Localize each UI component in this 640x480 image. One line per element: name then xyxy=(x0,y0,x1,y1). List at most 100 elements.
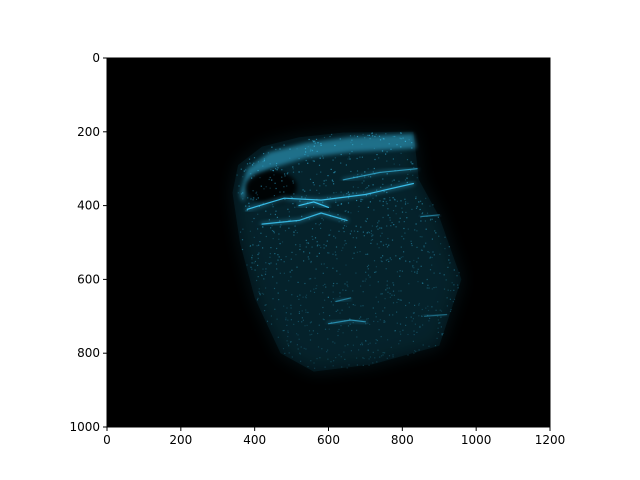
speckle-275 xyxy=(279,220,281,222)
speckle-698 xyxy=(376,339,378,342)
speckle-181 xyxy=(290,319,292,321)
speckle-643 xyxy=(450,309,452,311)
speckle-645 xyxy=(288,215,290,217)
speckle-418 xyxy=(264,310,266,312)
speckle-164 xyxy=(284,198,286,200)
speckle-697 xyxy=(376,154,378,156)
speckle-262 xyxy=(416,230,418,232)
speckle-592 xyxy=(405,304,407,307)
speckle-937 xyxy=(252,244,254,246)
speckle-266 xyxy=(254,260,256,263)
speckle-918 xyxy=(367,349,369,352)
speckle-635 xyxy=(411,142,413,144)
speckle-924 xyxy=(367,168,369,170)
speckle-773 xyxy=(360,285,362,287)
speckle-858 xyxy=(458,272,460,274)
speckle-273 xyxy=(326,351,328,353)
speckle-205 xyxy=(238,185,240,187)
speckle-388 xyxy=(403,221,405,223)
speckle-845 xyxy=(335,357,337,359)
speckle-1069 xyxy=(309,178,312,180)
speckle-675 xyxy=(344,358,346,360)
speckle-440 xyxy=(321,348,323,350)
speckle-94 xyxy=(414,304,416,306)
x-tick-label-1000: 1000 xyxy=(461,433,492,447)
bright-streak-glow-7 xyxy=(423,313,449,318)
speckle-16 xyxy=(324,299,326,301)
speckle-739 xyxy=(364,175,366,177)
speckle-550 xyxy=(413,330,415,332)
speckle-538 xyxy=(283,272,285,274)
speckle-713 xyxy=(360,316,362,318)
speckle-1031 xyxy=(326,240,328,242)
speckle-691 xyxy=(414,271,416,273)
speckle-385 xyxy=(392,290,395,292)
speckle-454 xyxy=(256,194,258,196)
speckle-658 xyxy=(359,251,361,253)
speckle-244 xyxy=(416,270,418,272)
speckle-935 xyxy=(386,203,388,205)
speckle-90 xyxy=(396,200,398,202)
speckle-365 xyxy=(276,169,278,171)
speckle-226 xyxy=(363,235,365,237)
speckle-768 xyxy=(422,212,424,214)
speckle-438 xyxy=(314,142,316,144)
speckle-363 xyxy=(407,354,409,356)
speckle-560 xyxy=(375,316,377,318)
speckle-255 xyxy=(367,349,369,351)
speckle-731 xyxy=(391,239,394,241)
speckle-753 xyxy=(330,361,332,363)
speckle-342 xyxy=(290,304,292,306)
speckle-117 xyxy=(416,177,418,179)
speckle-319 xyxy=(272,238,274,240)
speckle-533 xyxy=(400,246,402,248)
speckle-175 xyxy=(453,284,455,286)
speckle-832 xyxy=(307,311,309,314)
speckle-210 xyxy=(367,343,369,345)
speckle-1079 xyxy=(384,198,386,200)
speckle-260 xyxy=(306,242,308,244)
speckle-803 xyxy=(288,227,290,229)
speckle-735 xyxy=(387,214,389,216)
speckle-14 xyxy=(303,260,305,262)
speckle-449 xyxy=(299,200,301,202)
speckle-607 xyxy=(312,160,314,162)
speckle-750 xyxy=(376,361,378,363)
speckle-153 xyxy=(305,206,307,208)
speckle-199 xyxy=(388,314,391,316)
speckle-245 xyxy=(301,171,303,173)
speckle-710 xyxy=(380,241,382,243)
x-tick-label-400: 400 xyxy=(243,433,266,447)
speckle-327 xyxy=(449,310,452,312)
speckle-401 xyxy=(342,194,345,196)
speckle-778 xyxy=(403,227,405,230)
speckle-147 xyxy=(307,366,309,368)
speckle-546 xyxy=(386,287,388,289)
speckle-285 xyxy=(307,256,309,258)
speckle-1010 xyxy=(295,220,297,222)
speckle-2 xyxy=(386,173,388,175)
speckle-270 xyxy=(386,280,388,282)
speckle-526 xyxy=(405,316,407,319)
speckle-221 xyxy=(362,305,364,307)
speckle-399 xyxy=(248,202,250,204)
speckle-875 xyxy=(317,346,320,348)
speckle-941 xyxy=(336,270,338,272)
speckle-238 xyxy=(382,178,384,180)
speckle-908 xyxy=(349,233,351,235)
speckle-766 xyxy=(351,150,353,153)
speckle-243 xyxy=(335,310,337,312)
speckle-1080 xyxy=(287,172,289,174)
speckle-716 xyxy=(275,187,277,190)
speckle-75 xyxy=(393,179,395,181)
speckle-34 xyxy=(331,133,333,136)
speckle-736 xyxy=(245,205,247,207)
speckle-843 xyxy=(290,313,292,315)
speckle-152 xyxy=(345,264,347,266)
speckle-795 xyxy=(293,231,295,233)
dark-cavity xyxy=(245,170,298,204)
speckle-659 xyxy=(421,315,423,317)
speckle-611 xyxy=(346,281,348,283)
speckle-752 xyxy=(262,293,265,295)
speckle-873 xyxy=(274,253,276,255)
